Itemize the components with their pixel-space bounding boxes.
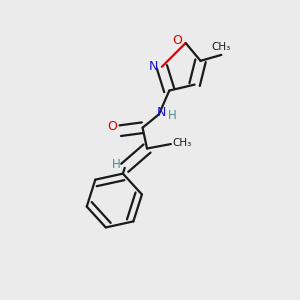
Text: CH₃: CH₃ <box>172 138 192 148</box>
Text: O: O <box>107 120 117 133</box>
Text: CH₃: CH₃ <box>212 43 231 52</box>
Text: O: O <box>172 34 182 46</box>
Text: N: N <box>149 60 158 73</box>
Text: N: N <box>157 106 167 119</box>
Text: H: H <box>168 109 177 122</box>
Text: H: H <box>111 158 120 171</box>
